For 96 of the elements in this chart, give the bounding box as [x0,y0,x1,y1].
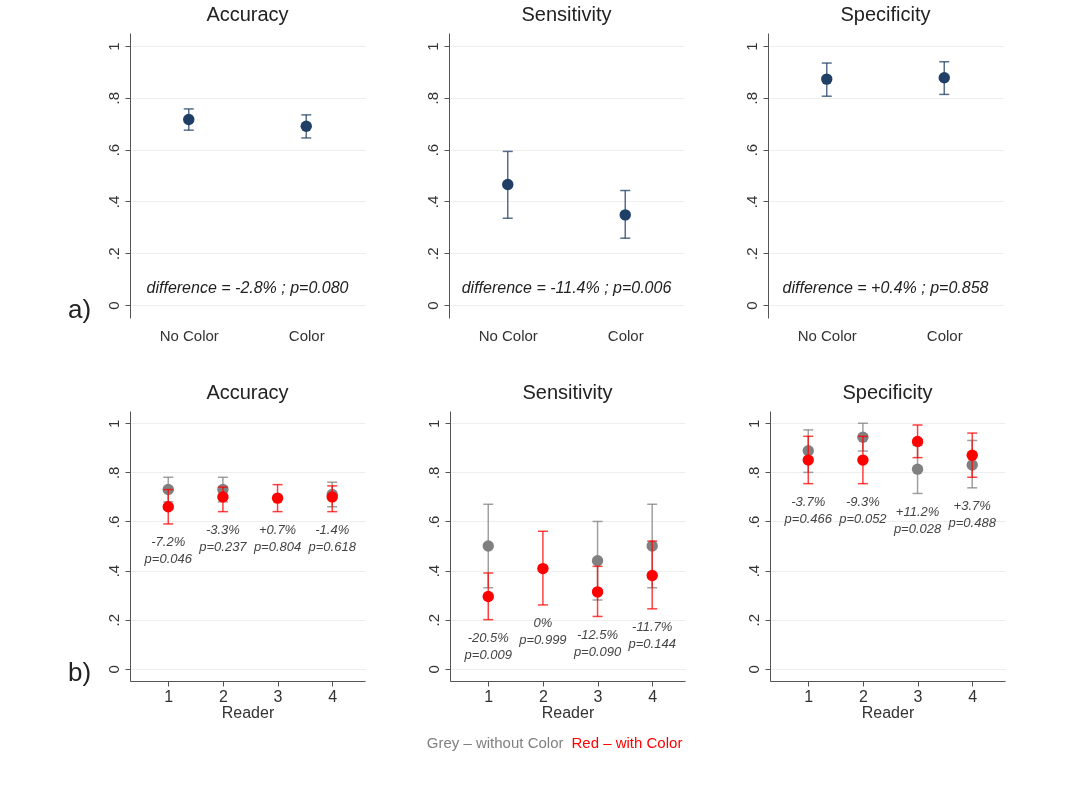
annotation: +11.2% p=0.028 [892,503,942,536]
x-tick-label: 2 [538,687,548,705]
x-tick-label: Color [926,326,963,344]
y-tick-label: 1 [104,42,122,51]
y-tick-label: .8 [423,92,441,105]
x-tick-label: 4 [968,687,978,705]
point [646,569,658,582]
y-tick-label: .2 [104,613,122,627]
y-tick-label: .8 [742,92,760,105]
x-tick-label: 4 [648,687,658,705]
y-tick-label: .4 [104,195,122,209]
annotation: +0.7% p=0.804 [252,521,302,554]
chart-title: Sensitivity [522,381,613,403]
y-tick-label: .4 [742,195,760,209]
point [217,491,229,503]
x-tick-label: No Color [478,326,538,344]
x-tick-label: 3 [273,687,283,705]
y-tick-label: .2 [104,247,122,260]
point [911,463,924,475]
chart-title: Specificity [840,3,931,25]
x-tick-label: 3 [913,687,923,705]
x-tick-label: 4 [328,687,338,705]
x-tick-label: 2 [858,687,868,705]
point [966,449,978,461]
y-tick-label: .8 [424,466,442,480]
y-tick-label: 0 [744,665,762,674]
x-tick-label: 2 [218,687,228,705]
chart-title: Accuracy [206,381,289,403]
text: a) [68,294,92,324]
y-tick-label: .8 [744,466,762,480]
annotation: difference = -2.8% ; p=0.080 [146,279,349,296]
annotation: -9.3% p=0.052 [838,493,888,526]
y-tick-label: 0 [423,301,441,310]
point [162,501,174,513]
x-tick-label: Color [607,326,644,344]
y-tick-label: .6 [104,143,122,157]
x-tick-label: 1 [484,687,494,705]
text: Red – with Color [571,734,683,751]
annotation: difference = +0.4% ; p=0.858 [782,279,989,296]
y-tick-label: .6 [423,143,441,157]
x-tick-label: No Color [797,326,857,344]
y-tick-label: 1 [423,42,441,51]
annotation: -3.3% p=0.237 [198,521,248,554]
point [802,454,814,466]
x-tick-label: No Color [159,326,219,344]
annotation: +3.7% p=0.488 [947,498,997,531]
point [591,555,604,567]
y-tick-label: .2 [742,247,760,260]
annotation: -3.7% p=0.466 [783,493,833,526]
point [482,540,494,552]
point [591,586,604,598]
y-tick-label: 0 [742,301,760,310]
x-tick-label: 1 [164,687,174,705]
x-axis-title: Reader [221,703,275,721]
x-axis-title: Reader [861,703,915,721]
annotation: 0% p=0.999 [518,615,567,648]
y-tick-label: .6 [104,515,122,529]
point [857,454,869,466]
y-tick-label: .4 [423,195,441,209]
point [911,435,924,448]
chart-title: Accuracy [206,3,289,25]
x-tick-label: 1 [804,687,814,705]
y-tick-label: 0 [104,301,122,310]
y-tick-label: .6 [424,515,442,529]
chart-title: Sensitivity [521,3,612,25]
point [482,590,494,603]
y-tick-label: 1 [104,419,122,428]
y-tick-label: .8 [104,92,122,105]
chart-title: Specificity [842,381,933,403]
x-axis-title: Reader [541,703,595,721]
y-tick-label: .4 [104,564,122,578]
text: b) [68,657,92,687]
y-tick-label: .4 [424,564,442,578]
annotation: -7.2% p=0.046 [143,534,193,567]
annotation: -12.5% p=0.090 [572,626,622,659]
annotation: -1.4% p=0.618 [307,521,357,554]
annotation: difference = -11.4% ; p=0.006 [461,279,672,296]
y-tick-label: 0 [104,665,122,674]
y-tick-label: .2 [424,613,442,627]
y-tick-label: .4 [744,564,762,578]
y-tick-label: 1 [424,419,442,428]
annotation: -11.7% p=0.144 [627,619,676,652]
y-tick-label: .2 [423,247,441,260]
x-tick-label: 3 [593,687,603,705]
y-tick-label: 1 [742,42,760,51]
text: Grey – without Color [426,734,564,751]
point [537,562,549,575]
y-tick-label: .2 [744,613,762,627]
y-tick-label: .8 [104,466,122,480]
y-tick-label: .6 [744,515,762,529]
point [271,492,284,504]
annotation: -20.5% p=0.009 [463,629,512,662]
y-tick-label: 0 [424,665,442,674]
y-tick-label: 1 [744,419,762,428]
x-tick-label: Color [288,326,325,344]
y-tick-label: .6 [742,143,760,157]
